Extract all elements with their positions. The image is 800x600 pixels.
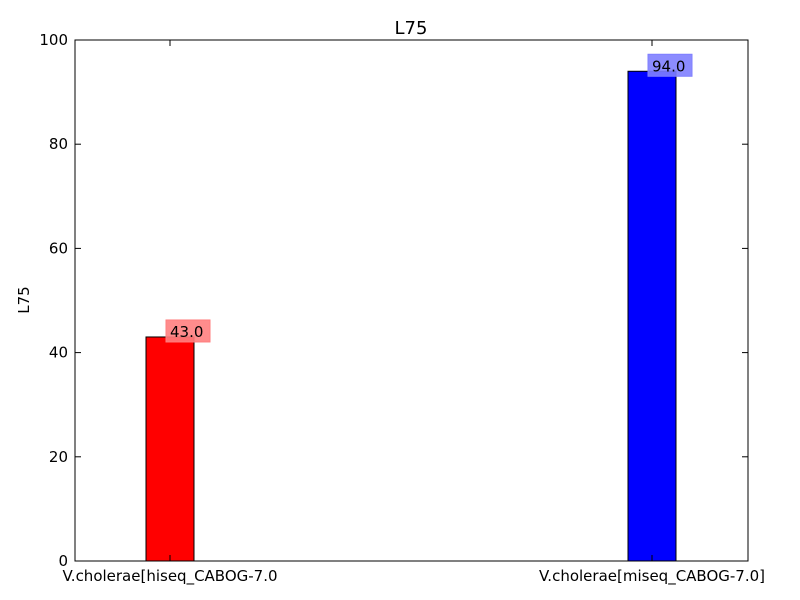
y-axis-label: L75: [15, 286, 33, 313]
data-label: 43.0: [170, 323, 203, 341]
bar-2: [627, 70, 677, 562]
bar-1: [145, 336, 195, 562]
y-tick-label: 100: [39, 31, 68, 49]
data-label: 94.0: [652, 57, 685, 75]
y-tick-label: 60: [49, 239, 68, 257]
plot-frame: [74, 39, 749, 562]
x-tick-label: V.cholerae[miseq_CABOG-7.0]: [539, 567, 765, 586]
y-tick-label: 0: [58, 552, 68, 570]
chart-title: L75: [395, 18, 428, 39]
x-tick-label: V.cholerae[hiseq_CABOG-7.0: [62, 567, 277, 586]
data-label-box: [165, 319, 211, 343]
data-label-box: [647, 53, 693, 77]
y-tick-label: 40: [49, 344, 68, 362]
y-tick-label: 20: [49, 448, 68, 466]
y-tick-label: 80: [49, 135, 68, 153]
plot-area: 0 20 40 60 80 100 V.cholerae[hiseq_CABOG-7.0 V.…: [39, 31, 765, 586]
